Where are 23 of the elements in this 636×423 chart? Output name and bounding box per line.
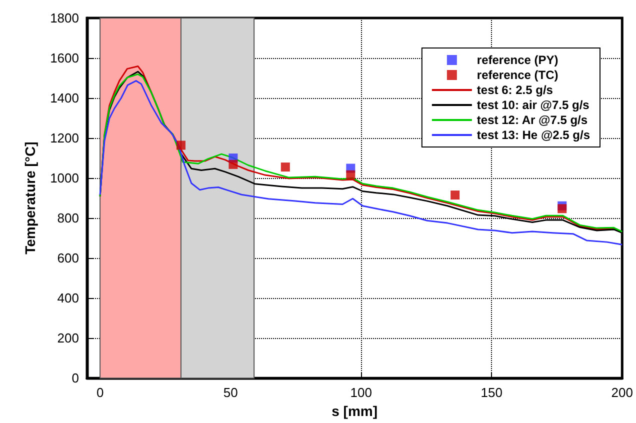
- y-tick-label: 1000: [50, 170, 79, 186]
- y-tick-label: 400: [57, 290, 79, 306]
- legend-label: test 10: air @7.5 g/s: [476, 98, 590, 112]
- legend-label: test 13: He @2.5 g/s: [476, 128, 590, 142]
- y-tick-label: 1800: [50, 10, 79, 26]
- legend-label: reference (PY): [476, 53, 558, 67]
- legend-label: test 6: 2.5 g/s: [476, 83, 554, 97]
- x-tick-label: 100: [350, 385, 372, 400]
- legend-label: test 12: Ar @7.5 g/s: [476, 113, 588, 127]
- x-axis-title: s [mm]: [332, 403, 378, 419]
- y-tick-label: 1200: [50, 130, 79, 146]
- x-tick-label: 150: [480, 385, 502, 400]
- x-tick-label: 50: [223, 385, 238, 400]
- legend-label: reference (TC): [476, 68, 558, 82]
- y-tick-label: 800: [57, 210, 79, 226]
- x-tick-label: 0: [96, 385, 104, 400]
- y-axis-title: Temperature [°C]: [22, 142, 38, 254]
- y-tick-label: 0: [72, 370, 79, 386]
- y-tick-label: 600: [57, 250, 79, 266]
- y-tick-label: 1600: [50, 50, 79, 66]
- y-tick-label: 200: [57, 330, 79, 346]
- y-tick-label: 1400: [50, 90, 79, 106]
- x-tick-label: 200: [611, 385, 634, 400]
